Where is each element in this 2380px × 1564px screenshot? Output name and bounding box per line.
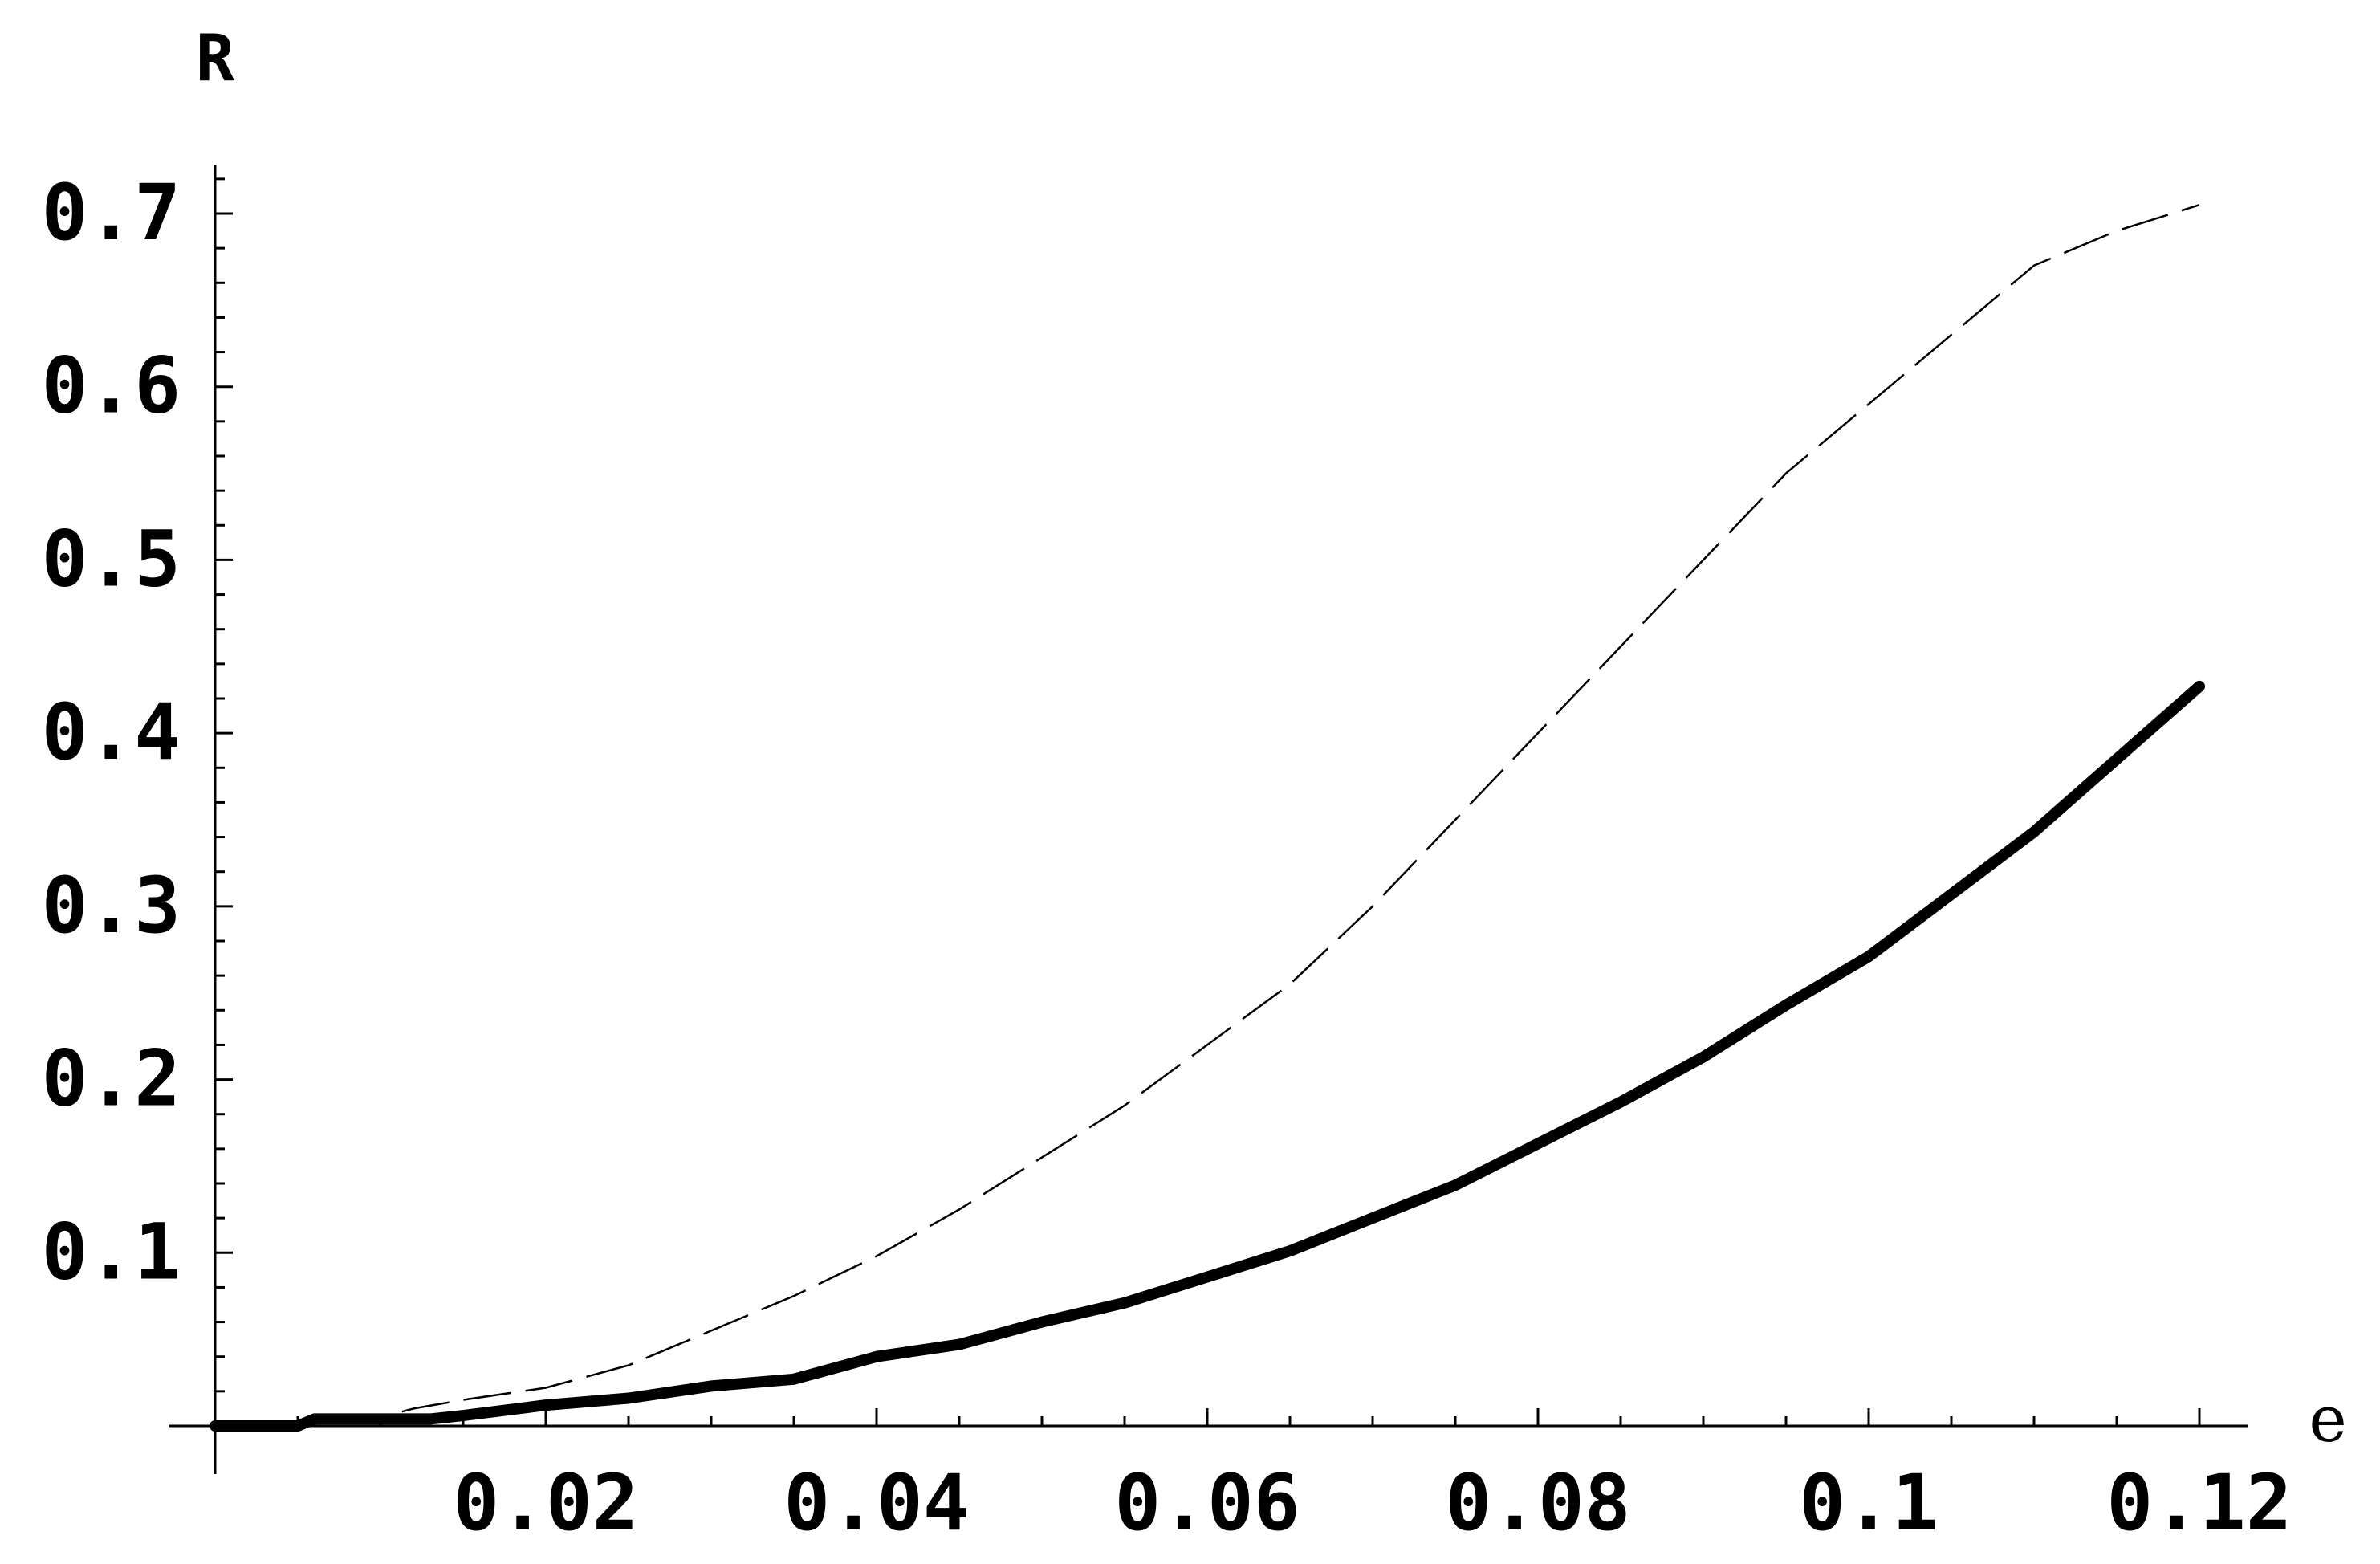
series-line-dashed	[214, 204, 2200, 1428]
series-line-solid	[210, 680, 2205, 1432]
y-tick-label: 0.6	[42, 341, 181, 431]
x-tick-label: 0.08	[1445, 1458, 1630, 1548]
axes: 0.02 0.04 0.06 0.08 0.1 0.12 0.10.20.30.40.50…	[42, 165, 2293, 1548]
y-tick-label: 0.3	[42, 861, 181, 951]
x-tick-label: 0.12	[2106, 1458, 2292, 1548]
y-axis-title: R	[196, 21, 235, 96]
y-tick-label: 0.4	[42, 687, 181, 777]
y-tick-label: 0.7	[42, 168, 181, 258]
y-tick-label: 0.1	[42, 1207, 181, 1297]
x-ticks: 0.02 0.04 0.06 0.08 0.1 0.12	[296, 1408, 2293, 1548]
x-tick-label: 0.06	[1114, 1458, 1300, 1548]
x-axis-title: e	[2309, 1382, 2346, 1456]
x-tick-label: 0.04	[783, 1458, 969, 1548]
y-tick-label: 0.2	[42, 1034, 181, 1124]
x-tick-label: 0.1	[1799, 1458, 1938, 1548]
y-tick-label: 0.5	[42, 514, 181, 604]
y-ticks: 0.1 0.2 0.3 0.4 0.5 0.6 0.7	[42, 168, 233, 1393]
x-tick-label: 0.02	[453, 1458, 638, 1548]
series-layer	[210, 204, 2205, 1432]
